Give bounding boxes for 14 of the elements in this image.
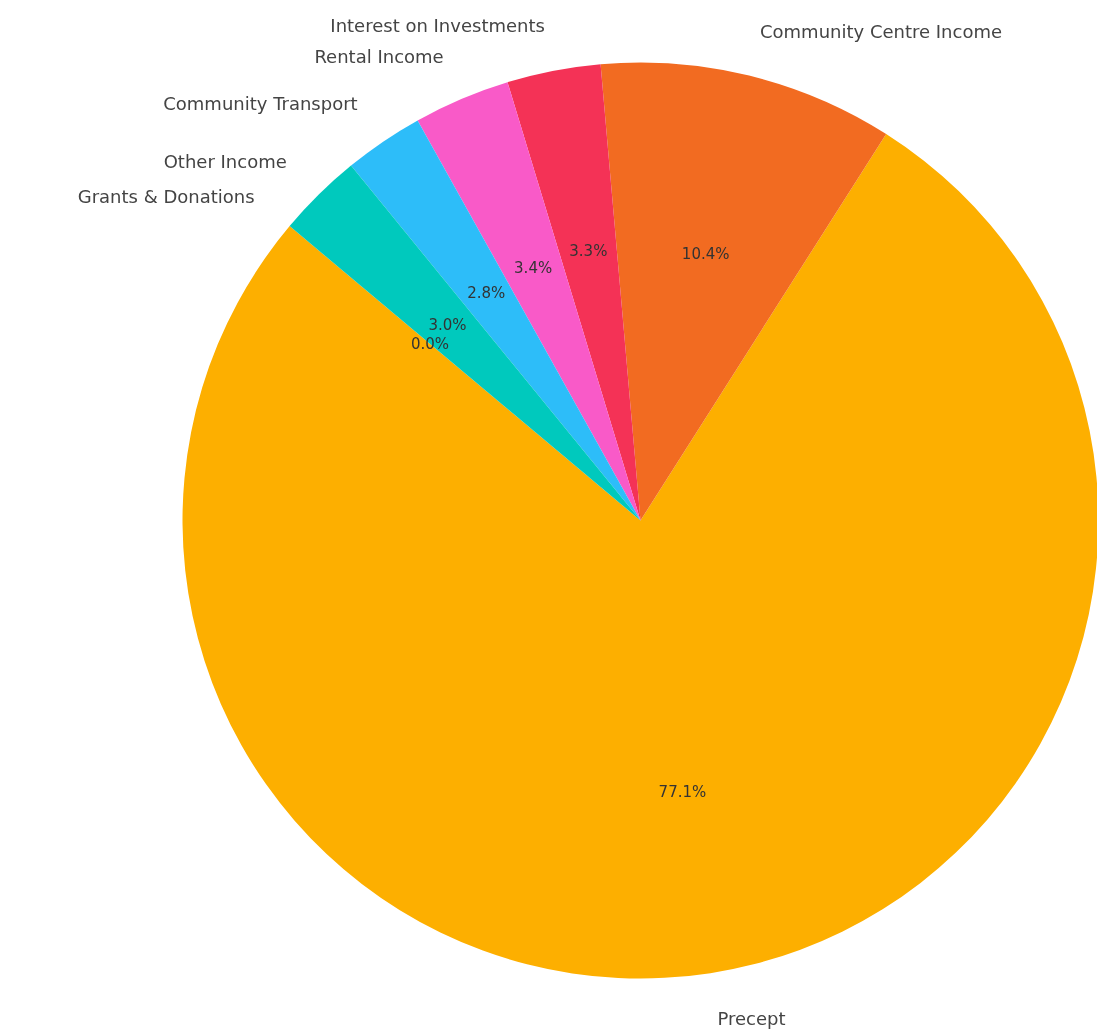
slice-label: Community Centre Income: [759, 20, 1003, 42]
data-label: 2.8%: [467, 284, 506, 303]
data-label: 3.0%: [428, 315, 467, 334]
data-label: 3.3%: [569, 241, 608, 260]
slice-label: Precept: [717, 1007, 786, 1029]
text: 0.0%: [410, 334, 450, 353]
data-label: 77.1%: [658, 783, 707, 802]
data-label: 3.4%: [514, 258, 553, 277]
slice-label: Rental Income: [314, 46, 444, 68]
slice-label: Other Income: [163, 151, 287, 173]
slice-label: Interest on Investments: [330, 15, 545, 37]
slice-label: Community Transport: [163, 93, 358, 115]
data-label: 10.4%: [681, 244, 730, 263]
category-label: Grants & Donations: [77, 186, 255, 208]
